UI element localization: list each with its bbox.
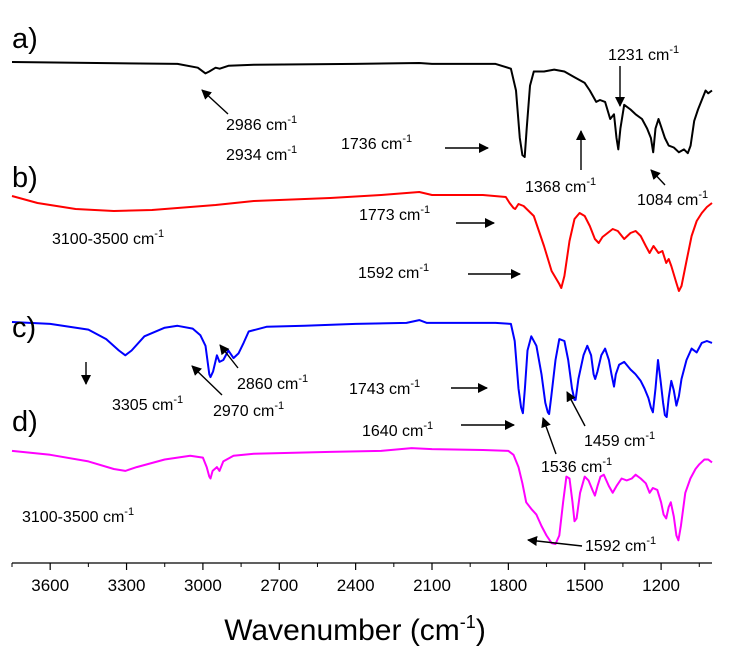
panel-label-3: c) <box>12 312 36 344</box>
x-tick-label-1500: 1500 <box>566 576 604 595</box>
spectra-traces <box>11 61 713 545</box>
peak-label-1536-3: 1536 cm-1 <box>541 456 612 476</box>
peak-label-1743-3: 1743 cm-1 <box>349 378 420 398</box>
x-tick-label-1800: 1800 <box>489 576 527 595</box>
x-axis-label-main: Wavenumber (cm <box>224 614 460 647</box>
peak-label-1640-3: 1640 cm-1 <box>362 420 433 440</box>
peak-arrow-1592-4 <box>527 536 583 547</box>
x-tick-label-2100: 2100 <box>413 576 451 595</box>
x-axis-label-sup: -1 <box>460 612 476 632</box>
peak-label-1084-1: 1084 cm-1 <box>637 189 708 209</box>
x-tick-label-1200: 1200 <box>642 576 680 595</box>
peak-label-2934-1: 2934 cm-1 <box>226 144 297 164</box>
x-tick-label-3000: 3000 <box>184 576 222 595</box>
peak-label-2970-3: 2970 cm-1 <box>213 400 284 420</box>
peak-label-1592-2: 1592 cm-1 <box>358 262 429 282</box>
x-tick-label-3300: 3300 <box>108 576 146 595</box>
peak-label-1459-3: 1459 cm-1 <box>584 430 655 450</box>
peak-arrow-1084-1 <box>650 169 666 186</box>
x-axis-label-tail: ) <box>476 614 486 647</box>
x-axis-label: Wavenumber (cm-1) <box>224 612 486 647</box>
panel-label-1: a) <box>12 23 38 55</box>
panel-labels: a) b) c) d) <box>12 23 38 438</box>
peak-label-1736-1: 1736 cm-1 <box>341 133 412 153</box>
peak-arrow-1459-3 <box>566 391 586 427</box>
peak-label-1231-1: 1231 cm-1 <box>608 44 679 64</box>
spectrum-line-2 <box>11 191 713 292</box>
peak-annotations: 2986 cm-1 2934 cm-1 1736 cm-1 1231 cm-1 1368… <box>22 44 708 555</box>
spectrum-line-4 <box>11 447 713 545</box>
peak-arrow-2970-3 <box>191 365 223 396</box>
spectrum-line-3 <box>11 319 713 418</box>
x-tick-label-2700: 2700 <box>260 576 298 595</box>
peak-label-1592-4: 1592 cm-1 <box>585 535 656 555</box>
peak-label-2986-1: 2986 cm-1 <box>226 114 297 134</box>
peak-label-3300-4: 3100-3500 cm-1 <box>22 506 134 526</box>
panel-label-2: b) <box>12 162 38 194</box>
x-tick-label-3600: 3600 <box>31 576 69 595</box>
spectrum-line-1 <box>11 61 713 158</box>
panel-label-4: d) <box>12 406 38 438</box>
peak-label-3305-3: 3305 cm-1 <box>112 394 183 414</box>
x-axis-ticks: 3600 3300 3000 2700 2400 2100 1800 1500 1200 <box>11 563 700 595</box>
peak-label-1368-1: 1368 cm-1 <box>525 176 596 196</box>
peak-label-1773-2: 1773 cm-1 <box>359 204 430 224</box>
peak-label-3300-2: 3100-3500 cm-1 <box>52 228 164 248</box>
peak-label-2860-3: 2860 cm-1 <box>237 373 308 393</box>
peak-arrow-2860-3 <box>219 344 239 369</box>
peak-arrow-2986-1 <box>201 89 229 115</box>
peak-arrow-1536-3 <box>541 417 557 455</box>
x-tick-label-2400: 2400 <box>337 576 375 595</box>
